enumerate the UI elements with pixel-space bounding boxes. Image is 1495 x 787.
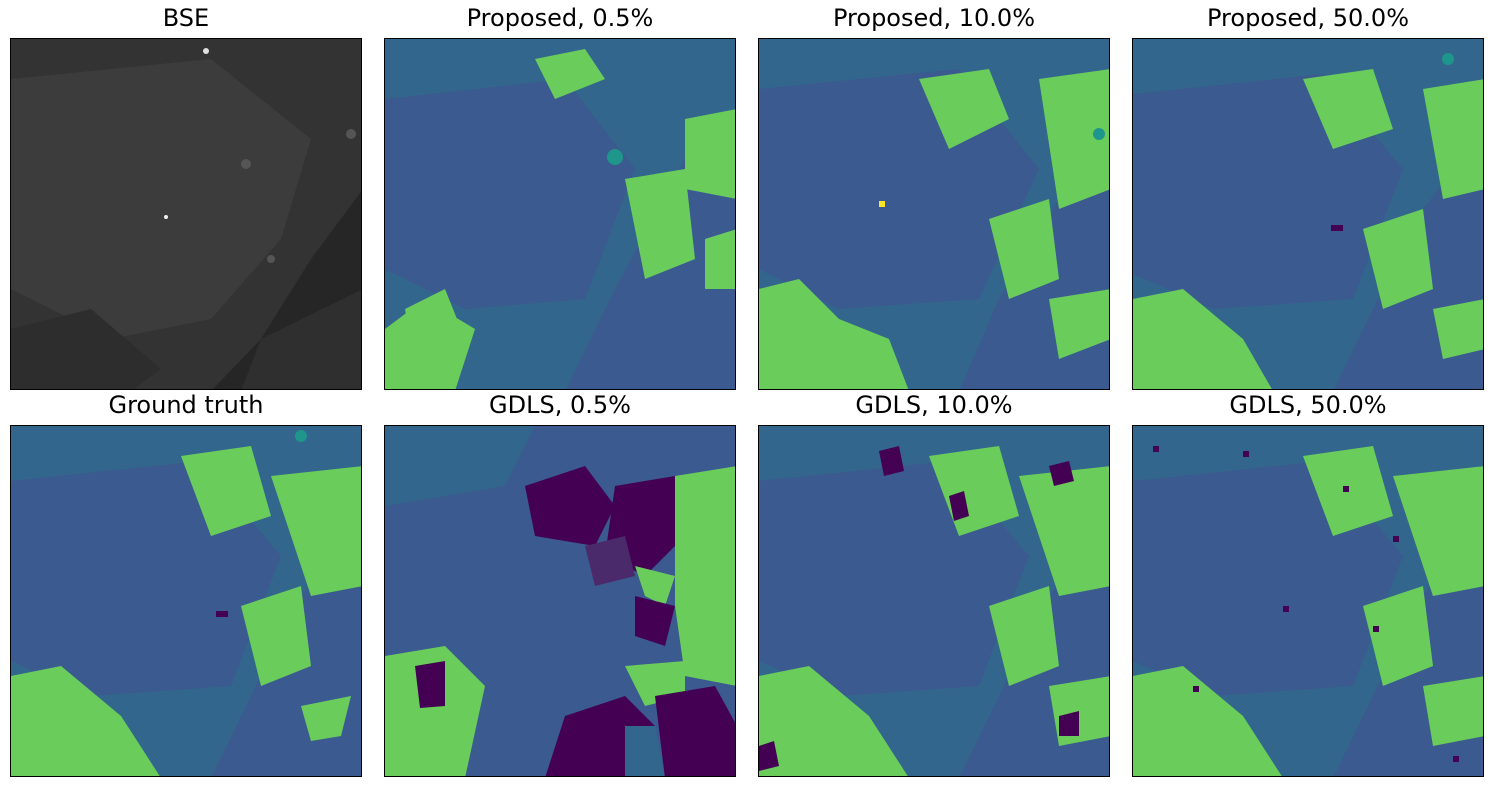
segmentation-map [10, 425, 362, 777]
segmentation-map [1132, 425, 1484, 777]
panel-title: BSE [162, 4, 210, 32]
panel-proposed-10: Proposed, 10.0% [758, 4, 1110, 390]
panel-gdls-0-5: GDLS, 0.5% [384, 391, 736, 777]
segmentation-map [1132, 38, 1484, 390]
panel-gdls-10: GDLS, 10.0% [758, 391, 1110, 777]
panel-ground-truth: Ground truth [10, 391, 362, 777]
panel-title: GDLS, 10.0% [855, 391, 1013, 419]
segmentation-map [758, 425, 1110, 777]
panel-proposed-0-5: Proposed, 0.5% [384, 4, 736, 390]
panel-title: Proposed, 10.0% [833, 4, 1035, 32]
bse-image [10, 38, 362, 390]
panel-title: Proposed, 50.0% [1207, 4, 1409, 32]
panel-title: GDLS, 0.5% [489, 391, 631, 419]
panel-bse: BSE [10, 4, 362, 390]
segmentation-map [384, 425, 736, 777]
panel-proposed-50: Proposed, 50.0% [1132, 4, 1484, 390]
panel-title: GDLS, 50.0% [1229, 391, 1387, 419]
panel-title: Ground truth [108, 391, 264, 419]
segmentation-map [384, 38, 736, 390]
panel-gdls-50: GDLS, 50.0% [1132, 391, 1484, 777]
panel-title: Proposed, 0.5% [466, 4, 654, 32]
segmentation-map [758, 38, 1110, 390]
